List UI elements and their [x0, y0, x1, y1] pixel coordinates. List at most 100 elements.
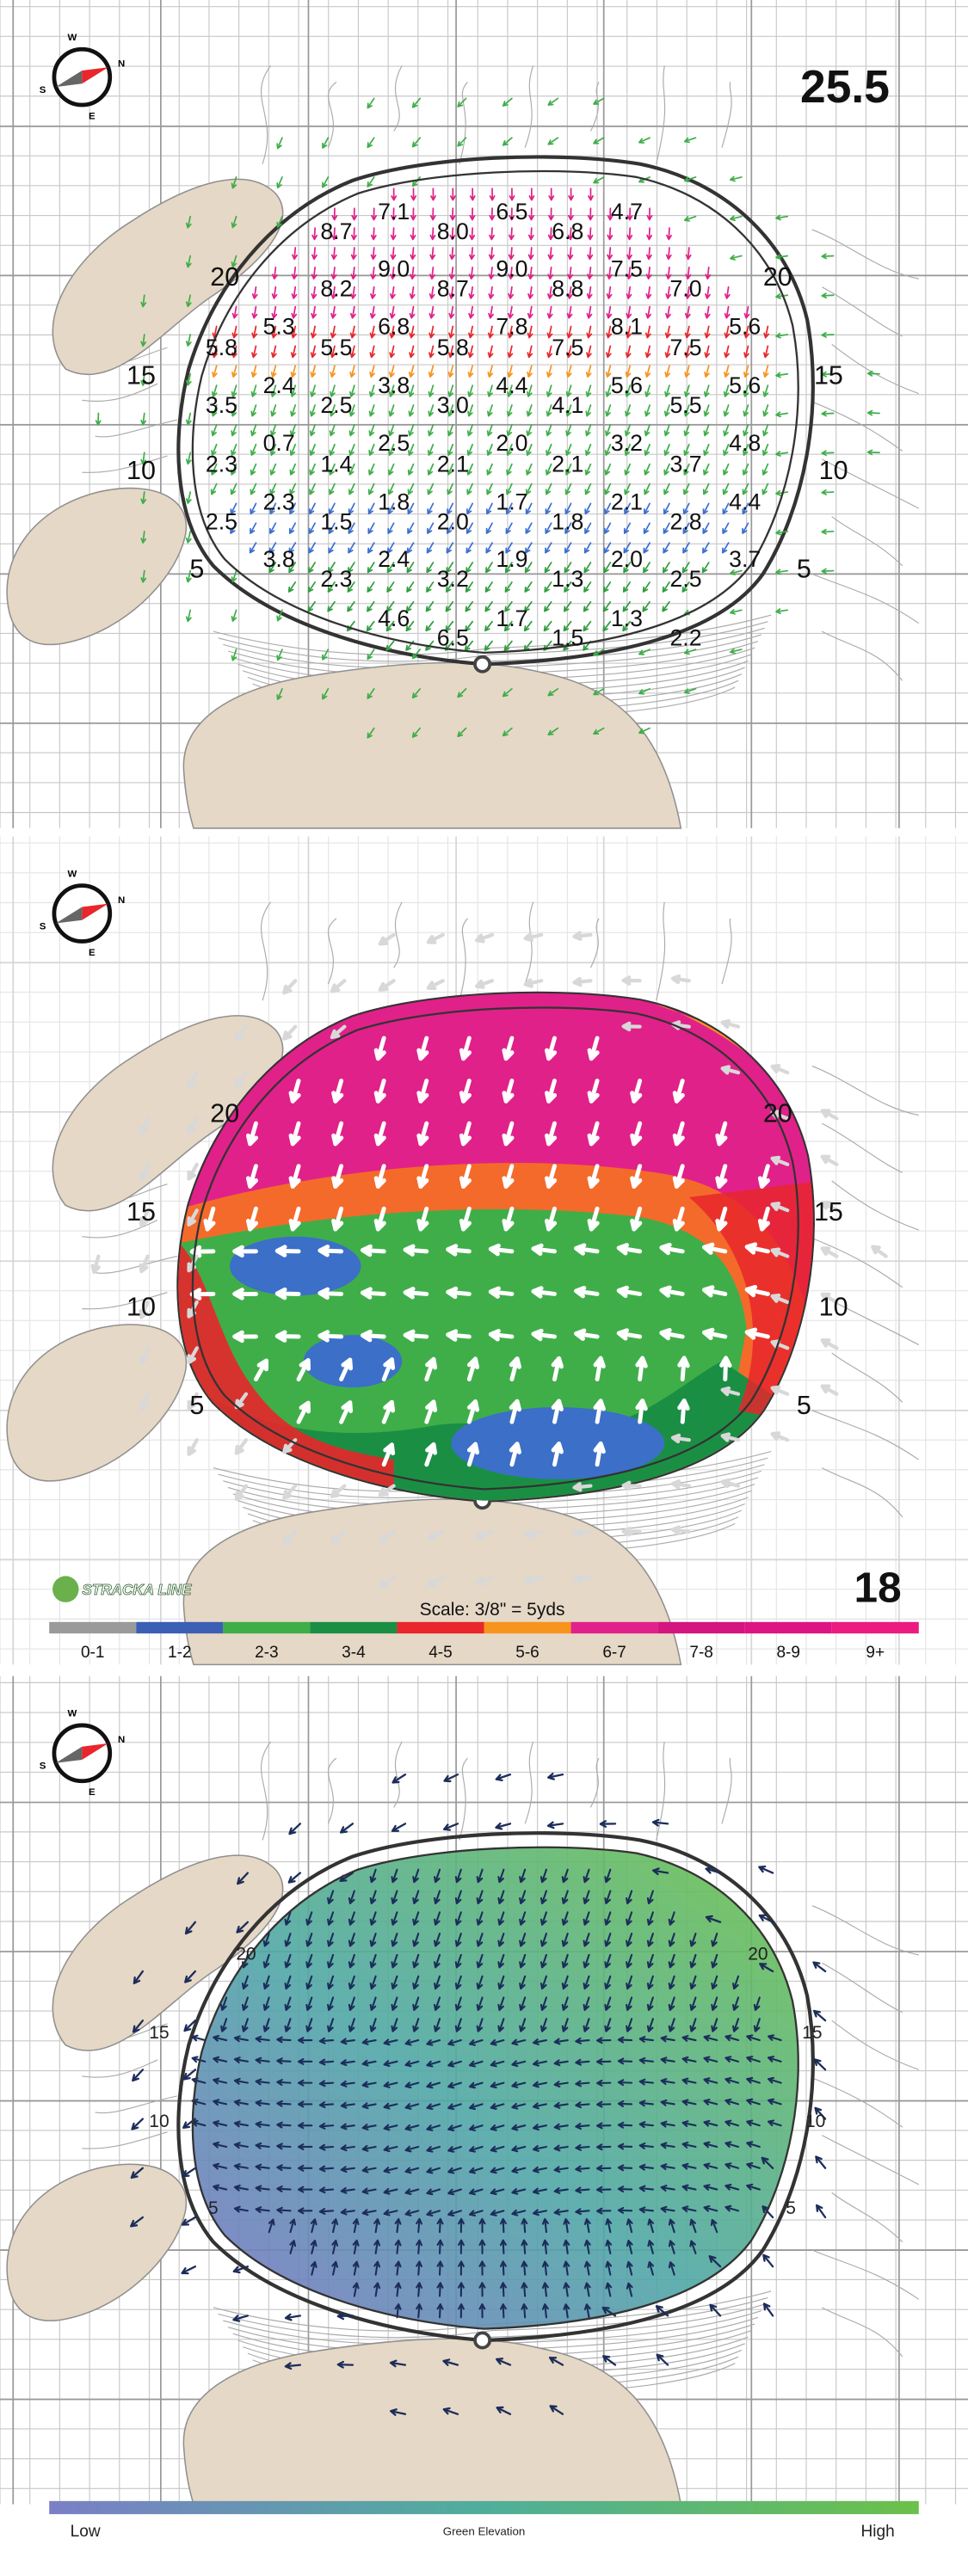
slope-arrow [405, 600, 415, 612]
flow-arrow [305, 2018, 313, 2032]
flow-arrow [369, 1933, 377, 1947]
slope-arrow [426, 932, 445, 944]
slope-arrow [429, 227, 436, 241]
slope-arrow [593, 97, 605, 105]
slope-arrow [271, 286, 278, 299]
slope-arrow [821, 568, 835, 575]
flow-arrow [563, 2217, 570, 2234]
slope-arrow [330, 1484, 347, 1498]
slope-arrow [509, 227, 515, 241]
contour-label: 15 [126, 361, 156, 390]
flow-arrow [468, 2210, 484, 2217]
slope-arrow [626, 325, 632, 339]
slope-arrow [466, 502, 474, 515]
flow-arrow [553, 2208, 569, 2216]
flow-arrow [521, 2239, 528, 2254]
slope-arrow [466, 522, 474, 534]
slope-arrow [389, 365, 395, 378]
flow-arrow [596, 2143, 612, 2151]
slope-arrow [638, 727, 650, 735]
flow-arrow [394, 2239, 402, 2254]
slope-arrow [430, 188, 436, 201]
slope-arrow [743, 305, 750, 319]
contour-line [656, 901, 666, 1001]
slope-arrow [757, 1206, 770, 1232]
compass-letter: S [40, 85, 46, 95]
flow-arrow [318, 2143, 335, 2151]
slope-arrow [185, 452, 192, 465]
flow-arrow [532, 2081, 548, 2088]
flow-arrow [596, 2079, 612, 2087]
slope-value: 9.0 [496, 256, 527, 282]
flow-arrow [651, 1867, 669, 1876]
slope-arrow [446, 542, 454, 554]
slope-arrow [722, 502, 730, 515]
contour-line [811, 573, 920, 624]
bunker [6, 1324, 188, 1482]
flow-arrow [476, 1975, 484, 1990]
slope-arrow [506, 483, 513, 495]
slope-arrow [446, 1244, 472, 1257]
slope-arrow [684, 305, 691, 319]
slope-arrow [446, 562, 454, 574]
slope-arrow [624, 483, 632, 495]
slope-arrow [563, 620, 572, 632]
slope-arrow [469, 227, 476, 241]
flow-arrow [490, 2167, 505, 2174]
flow-arrow [617, 2164, 633, 2172]
flow-arrow [447, 2060, 462, 2068]
slope-arrow [720, 1432, 741, 1442]
slope-arrow [720, 1018, 741, 1030]
slope-arrow [572, 931, 593, 941]
contour-line [327, 918, 337, 985]
slope-arrow [621, 1526, 642, 1537]
slope-arrow [523, 1575, 544, 1585]
slope-arrow [762, 384, 769, 397]
contour-line [656, 1741, 666, 1841]
slope-arrow [565, 384, 572, 397]
contour-line [822, 1962, 903, 2013]
slope-arrow [410, 227, 416, 241]
slope-arrow [234, 1438, 249, 1455]
legend-swatch [657, 1621, 745, 1634]
compass-letter: E [89, 948, 96, 958]
slope-arrow [762, 424, 769, 437]
slope-arrow [330, 1024, 347, 1040]
flow-arrow [327, 2018, 335, 2032]
flow-arrow [391, 1868, 398, 1884]
flow-arrow [412, 1953, 420, 1969]
contour-line [459, 81, 468, 164]
flow-arrow [561, 2018, 569, 2032]
slope-arrow [821, 489, 835, 495]
flow-arrow [233, 2099, 249, 2106]
slope-arrow [544, 581, 552, 593]
slope-arrow [271, 266, 278, 280]
slope-arrow [702, 483, 710, 495]
slope-arrow [428, 404, 435, 417]
slope-arrow [232, 1245, 258, 1258]
slope-arrow [775, 489, 789, 496]
slope-arrow [775, 372, 789, 378]
slope-arrow [621, 975, 642, 986]
slope-arrow [288, 1121, 301, 1147]
legend-swatch [310, 1621, 398, 1634]
slope-arrow [447, 463, 454, 476]
legend-label: 5-6 [515, 1644, 539, 1662]
slope-arrow [523, 978, 544, 988]
slope-arrow [449, 207, 456, 221]
slope-arrow [770, 1247, 790, 1258]
slope-arrow [546, 365, 552, 378]
slope-arrow [381, 1357, 396, 1382]
slope-arrow [391, 188, 398, 201]
slope-arrow [385, 640, 395, 651]
slope-arrow [140, 412, 147, 426]
slope-arrow [276, 137, 283, 150]
slope-arrow [467, 404, 474, 417]
scale-label: Scale: 3/8" = 5yds [420, 1600, 565, 1620]
slope-arrow [309, 463, 316, 476]
contour-line [260, 65, 272, 164]
flow-arrow [426, 2145, 441, 2153]
flow-arrow [394, 2282, 402, 2297]
slope-arrow [367, 176, 375, 188]
